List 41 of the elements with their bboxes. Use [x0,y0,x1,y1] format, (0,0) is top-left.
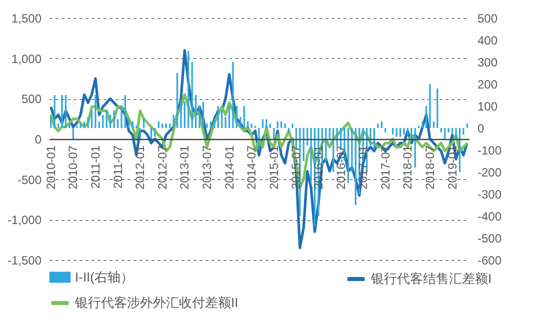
x-tick-label: 2010-01 [44,145,58,190]
x-tick-label: 2015-01 [266,145,281,190]
y-tick-label: -500 [17,172,42,187]
x-tick-label: 2015-07 [289,145,304,190]
x-tick-label: 2013-01 [178,145,192,190]
x-tick-label: 2011-01 [88,145,102,189]
x-tick-label: 2017-07 [378,145,392,190]
x-tick-label: 2018-01 [400,145,415,190]
legend-label: 银行代客涉外外汇收付差额II [74,295,238,310]
x-tick-label: 2016-01 [311,145,326,190]
x-tick-label: 2014-01 [222,145,236,190]
x-tick-label: 2011-07 [110,145,125,189]
y2-tick-label: -400 [478,210,502,224]
legend-label: 银行代客结售汇差额I [370,271,492,286]
y-tick-label: -1,000 [7,213,42,228]
y2-tick-label: -500 [478,232,502,246]
y2-tick-label: 500 [478,12,498,26]
x-tick-label: 2013-07 [200,145,214,190]
y-tick-label: 1,500 [11,12,42,26]
x-tick-label: 2017-01 [356,145,370,190]
y-tick-label: 500 [21,92,42,106]
y-tick-label: -1,500 [7,254,42,268]
y2-tick-label: -100 [478,144,502,158]
y2-tick-label: 100 [478,100,498,114]
legend-label: I-II(右轴） [75,269,134,284]
x-tick-label: 2018-07 [422,145,437,190]
y-tick-label: 1,000 [11,52,42,66]
x-tick-label: 2010-07 [66,145,80,190]
y2-tick-label: -200 [478,166,502,180]
x-tick-label: 2012-07 [155,145,170,190]
x-tick-label: 2016-07 [334,145,348,190]
y2-tick-label: 0 [478,122,484,136]
y2-tick-label: 200 [478,78,498,92]
x-tick-label: 2019-01 [445,145,460,190]
x-tick-label: 2014-07 [244,145,259,190]
x-tick-label: 2012-01 [133,145,148,190]
y2-tick-label: 300 [478,56,498,70]
y2-tick-label: 400 [478,34,498,48]
y2-tick-label: -600 [478,254,502,268]
y-tick-label: 0 [34,132,42,146]
y2-tick-label: -300 [478,188,502,202]
